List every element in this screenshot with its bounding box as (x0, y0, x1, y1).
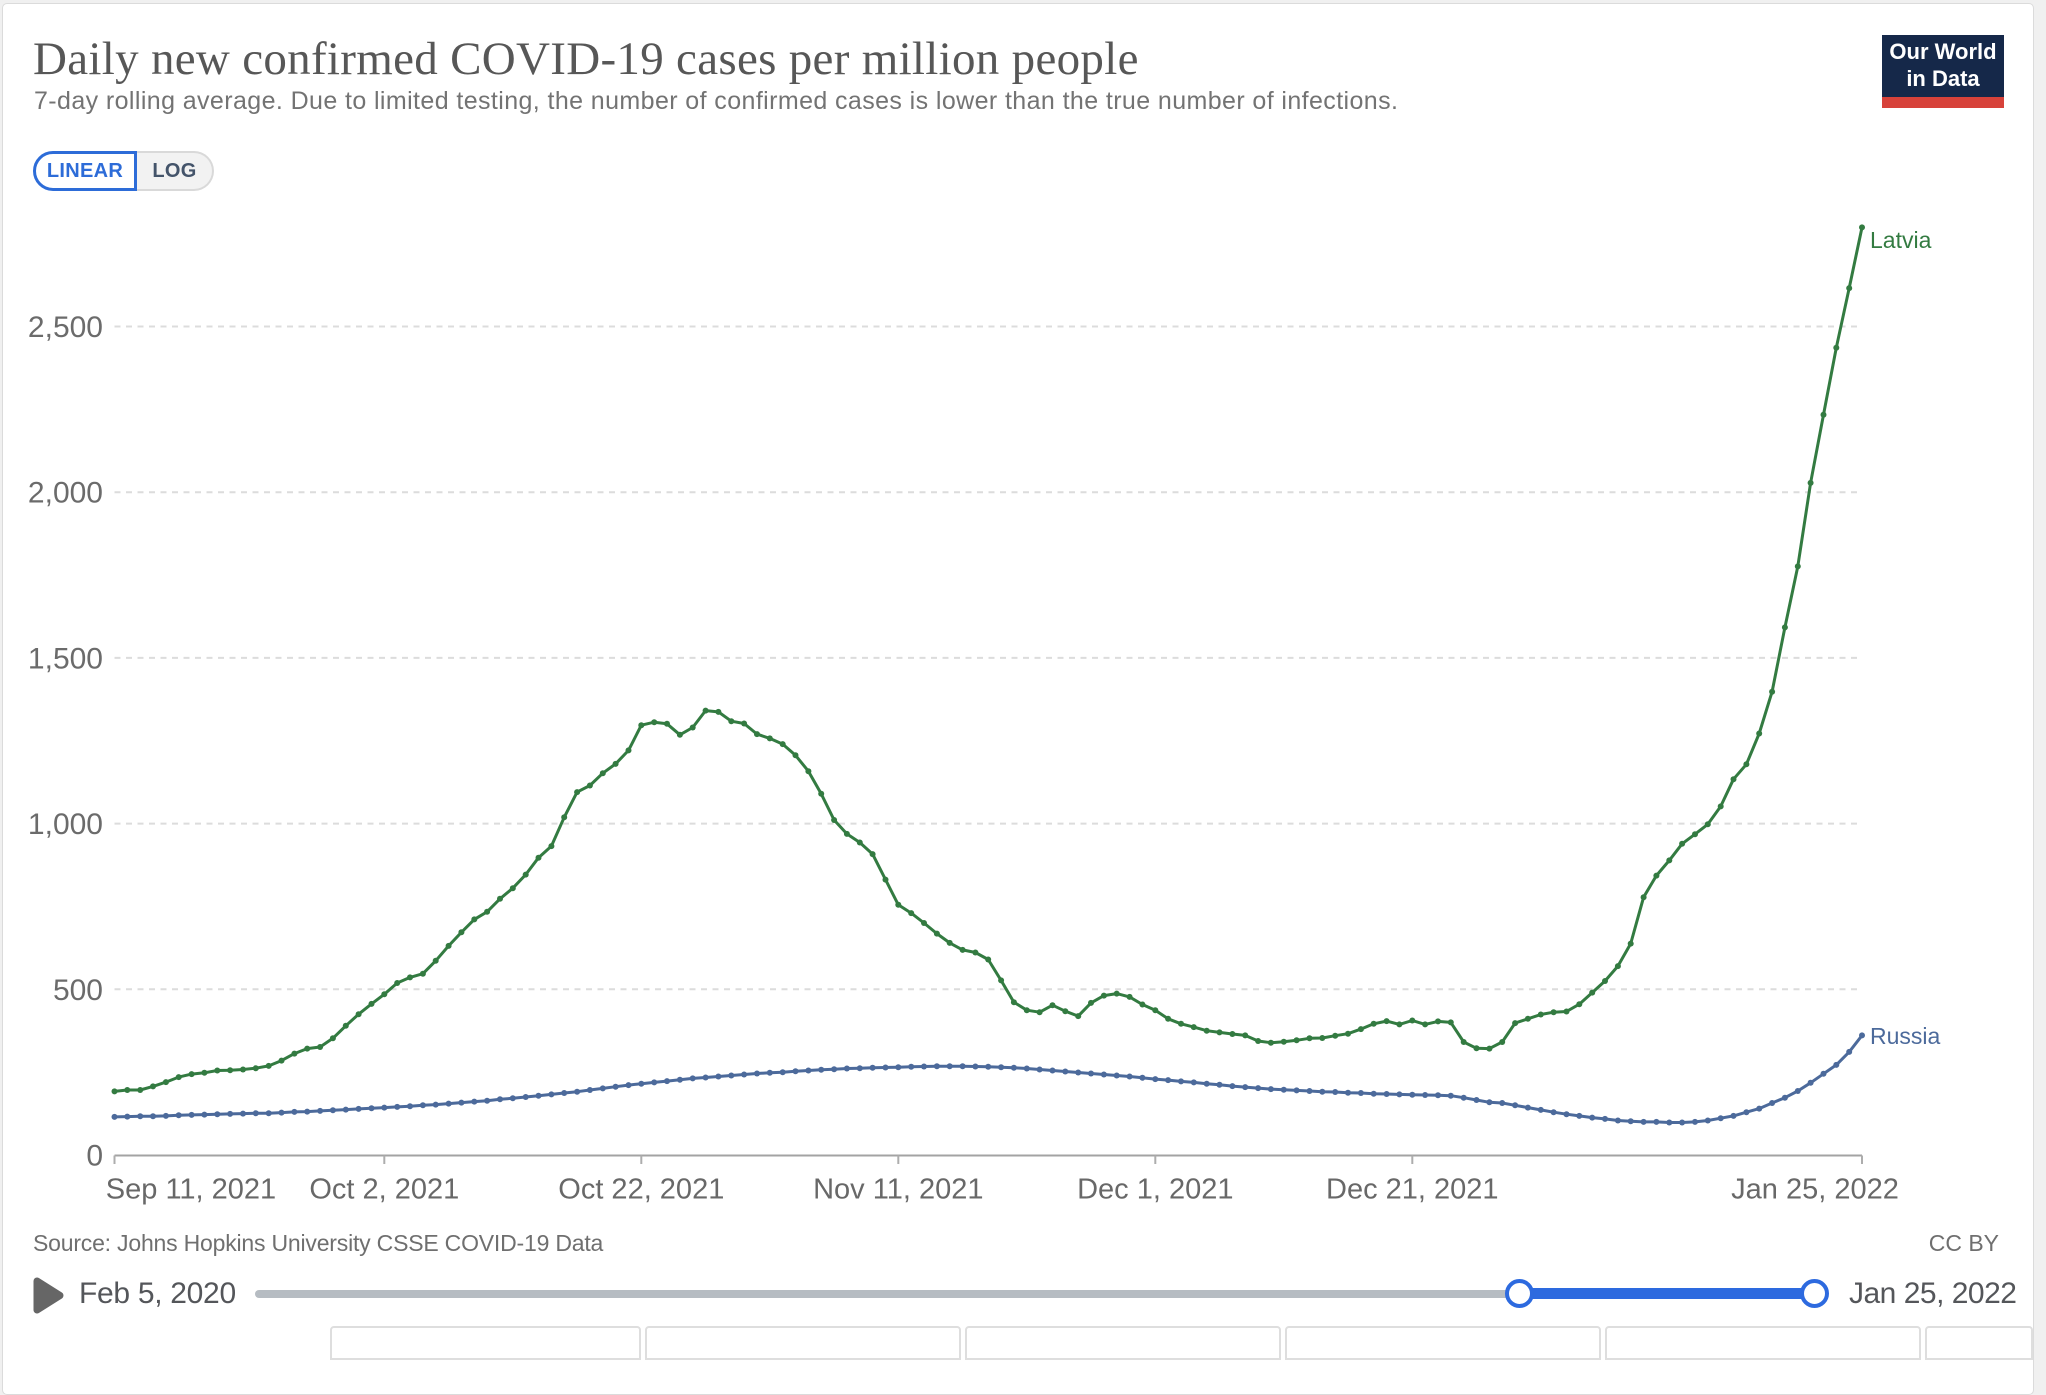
svg-text:2,500: 2,500 (28, 311, 103, 344)
svg-text:Latvia: Latvia (1870, 227, 1932, 253)
svg-text:Oct 22, 2021: Oct 22, 2021 (558, 1174, 724, 1206)
svg-text:2,000: 2,000 (28, 477, 103, 510)
svg-text:Jan 25, 2022: Jan 25, 2022 (1731, 1174, 1899, 1206)
svg-text:Nov 11, 2021: Nov 11, 2021 (813, 1174, 983, 1206)
svg-text:0: 0 (86, 1140, 103, 1173)
svg-text:Oct 2, 2021: Oct 2, 2021 (309, 1174, 459, 1206)
svg-text:Russia: Russia (1870, 1023, 1941, 1049)
svg-text:Dec 21, 2021: Dec 21, 2021 (1326, 1174, 1499, 1206)
svg-text:Dec 1, 2021: Dec 1, 2021 (1077, 1174, 1233, 1206)
svg-text:500: 500 (53, 974, 103, 1007)
svg-text:1,000: 1,000 (28, 808, 103, 841)
svg-text:1,500: 1,500 (28, 642, 103, 675)
svg-text:Sep 11, 2021: Sep 11, 2021 (106, 1174, 276, 1206)
